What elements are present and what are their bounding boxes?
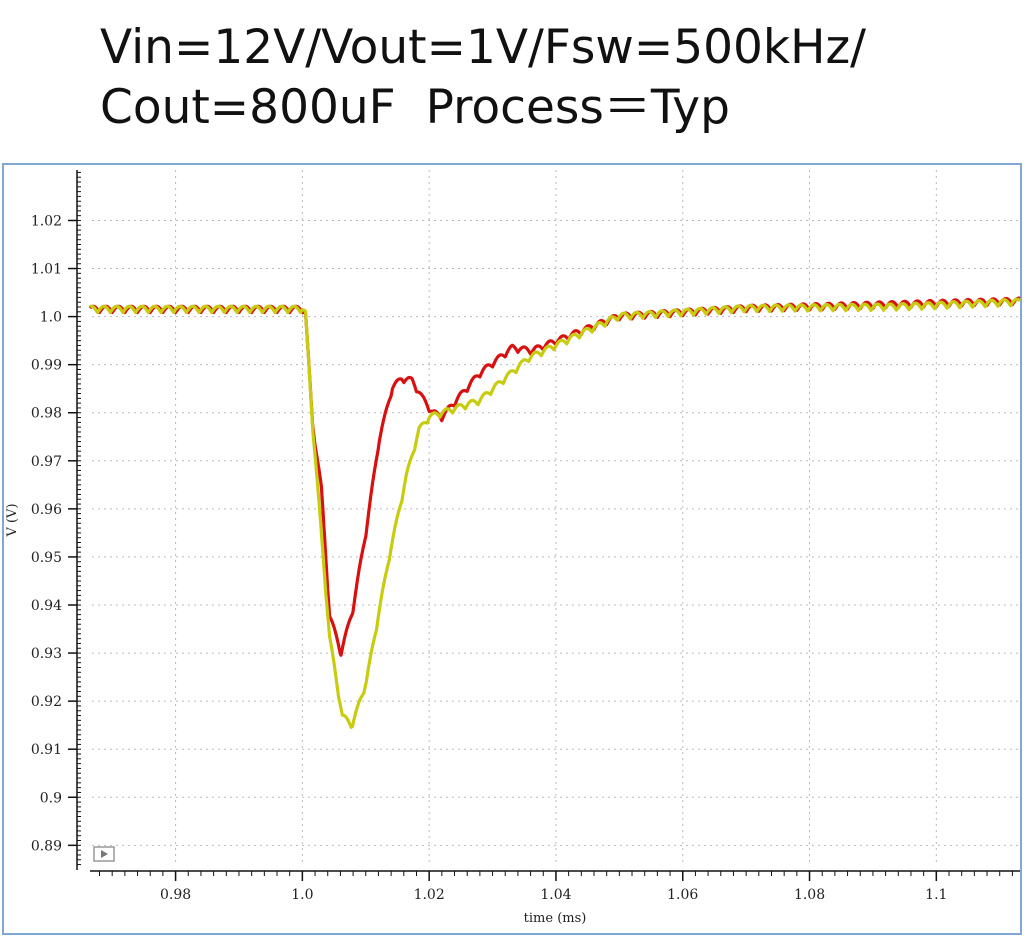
axes: 1.02 1.01 1.0 0.99 0.98 0.97 0.96 0.95 0.94 0.93 0…	[31, 170, 1020, 903]
y-tick-label: 0.98	[31, 406, 62, 422]
plot-frame	[2, 163, 1022, 935]
y-tick-label: 0.97	[31, 454, 62, 470]
y-tick-label: 0.93	[31, 646, 62, 662]
title-line-2: Cout=800uF Process＝Typ	[100, 80, 730, 135]
y-tick-label: 0.95	[31, 550, 62, 566]
x-tick-label: 1.02	[414, 887, 445, 903]
y-tick-label: 0.89	[31, 838, 62, 854]
y-tick-label: 0.99	[31, 358, 62, 374]
x-axis-label: time (ms)	[524, 911, 587, 926]
y-tick-label: 1.01	[31, 262, 62, 278]
chart-title: Vin=12V/Vout=1V/Fsw=500kHz/ Cout=800uF P…	[100, 18, 866, 138]
y-tick-label: 1.02	[31, 213, 62, 229]
y-tick-label: 0.91	[31, 742, 62, 758]
y-tick-label: 0.92	[31, 694, 62, 710]
x-tick-label: 1.1	[925, 887, 947, 903]
x-tick-label: 1.04	[540, 887, 571, 903]
y-tick-label: 0.96	[31, 502, 62, 518]
series-line-yellow	[88, 297, 1022, 729]
x-tick-label: 1.08	[794, 887, 825, 903]
x-tick-label: 1.06	[667, 887, 698, 903]
x-tick-label: 0.98	[160, 887, 191, 903]
x-tick-label: 1.0	[291, 887, 313, 903]
y-axis-label: V (V)	[5, 503, 20, 537]
series-line-red	[88, 296, 1022, 657]
y-tick-label: 0.9	[40, 790, 62, 806]
series	[88, 296, 1022, 729]
grid	[92, 170, 1020, 862]
play-triangle-icon	[101, 850, 108, 858]
title-line-1: Vin=12V/Vout=1V/Fsw=500kHz/	[100, 20, 866, 75]
y-tick-label: 1.0	[40, 310, 62, 326]
y-tick-label: 0.94	[31, 598, 62, 614]
